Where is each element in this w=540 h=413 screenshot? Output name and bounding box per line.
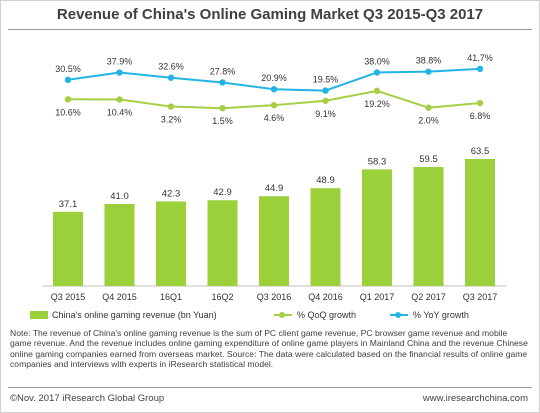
yoy-value-label-7: 38.8%: [416, 56, 442, 66]
chart-canvas: 37.1 Q3 2015 41.0 Q4 2015 42.3 16Q1 42.9 16Q2 44…: [42, 53, 506, 302]
yoy-point-3: [219, 79, 226, 86]
legend-label-revenue: China's online gaming revenue (bn Yuan): [52, 310, 217, 320]
qoq-value-label-6: 19.2%: [364, 99, 390, 109]
qoq-value-label-2: 3.2%: [161, 115, 182, 125]
qoq-point-6: [373, 87, 381, 95]
title-divider: [8, 29, 532, 30]
qoq-value-label-3: 1.5%: [212, 116, 233, 126]
bar-value-label-8: 63.5: [471, 146, 490, 157]
legend-swatch-yoy: [390, 312, 408, 318]
bar-2: [156, 201, 186, 286]
qoq-point-2: [167, 103, 175, 110]
yoy-point-5: [322, 87, 329, 94]
x-tick-label-4: Q3 2016: [257, 292, 292, 302]
bar-0: [53, 211, 83, 286]
yoy-value-label-8: 41.7%: [467, 53, 493, 63]
legend-swatch-qoq: [274, 312, 292, 318]
bar-1: [104, 204, 135, 286]
x-tick-label-0: Q3 2015: [51, 292, 86, 302]
chart-title: Revenue of China's Online Gaming Market …: [56, 6, 484, 23]
yoy-point-2: [167, 74, 175, 81]
yoy-value-label-1: 37.9%: [107, 57, 133, 67]
qoq-point-0: [64, 96, 72, 103]
x-tick-label-2: 16Q1: [160, 292, 182, 302]
yoy-point-7: [425, 68, 432, 75]
bar-5: [310, 188, 341, 286]
footer-divider: [8, 387, 532, 388]
yoy-value-label-4: 20.9%: [261, 73, 287, 83]
yoy-value-label-3: 27.8%: [210, 66, 236, 76]
legend-item-yoy: % YoY growth: [390, 310, 469, 320]
bar-4: [259, 196, 289, 286]
yoy-value-label-2: 32.6%: [158, 62, 184, 72]
qoq-point-8: [476, 99, 484, 107]
yoy-point-4: [270, 86, 278, 93]
x-tick-label-3: 16Q2: [211, 292, 233, 302]
copyright-text: ©Nov. 2017 iResearch Global Group: [10, 393, 165, 404]
bar-value-label-6: 58.3: [368, 156, 387, 167]
yoy-point-6: [373, 69, 381, 76]
bar-value-label-2: 42.3: [162, 188, 181, 199]
x-tick-label-5: Q4 2016: [308, 292, 343, 302]
yoy-point-0: [64, 76, 72, 84]
bar-value-label-1: 41.0: [110, 191, 129, 202]
legend-swatch-revenue: [30, 311, 48, 319]
bar-6: [362, 169, 392, 286]
x-tick-label-8: Q3 2017: [463, 292, 498, 302]
legend-label-yoy: % YoY growth: [413, 310, 469, 320]
qoq-point-7: [425, 104, 432, 111]
yoy-point-1: [116, 69, 123, 76]
qoq-value-label-5: 9.1%: [315, 109, 336, 119]
bar-value-label-3: 42.9: [213, 187, 232, 198]
qoq-value-label-8: 6.8%: [470, 111, 491, 121]
qoq-value-label-4: 4.6%: [264, 113, 285, 123]
yoy-point-8: [476, 65, 484, 73]
qoq-point-5: [322, 97, 329, 104]
bar-value-label-4: 44.9: [265, 183, 284, 194]
qoq-point-1: [116, 96, 123, 103]
qoq-value-label-0: 10.6%: [55, 107, 81, 117]
yoy-value-label-6: 38.0%: [364, 56, 390, 66]
bar-value-label-7: 59.5: [419, 154, 438, 165]
x-tick-label-6: Q1 2017: [360, 292, 395, 302]
qoq-point-4: [270, 101, 278, 109]
website-text: www.iresearchchina.com: [422, 393, 528, 404]
legend-item-revenue: China's online gaming revenue (bn Yuan): [30, 310, 217, 320]
x-tick-label-1: Q4 2015: [102, 292, 137, 302]
qoq-value-label-1: 10.4%: [107, 108, 133, 118]
legend-item-qoq: % QoQ growth: [274, 310, 356, 320]
qoq-point-3: [219, 105, 226, 112]
yoy-value-label-5: 19.5%: [313, 75, 339, 85]
x-tick-label-7: Q2 2017: [411, 292, 446, 302]
yoy-value-label-0: 30.5%: [55, 64, 81, 74]
qoq-value-label-7: 2.0%: [418, 116, 439, 126]
bar-value-label-5: 48.9: [316, 175, 335, 186]
bar-7: [413, 167, 444, 286]
bar-3: [207, 200, 238, 286]
bar-8: [465, 159, 495, 286]
bar-value-label-0: 37.1: [59, 199, 78, 210]
chart-note: Note: The revenue of China's online gami…: [10, 328, 528, 370]
legend-label-qoq: % QoQ growth: [297, 310, 357, 320]
